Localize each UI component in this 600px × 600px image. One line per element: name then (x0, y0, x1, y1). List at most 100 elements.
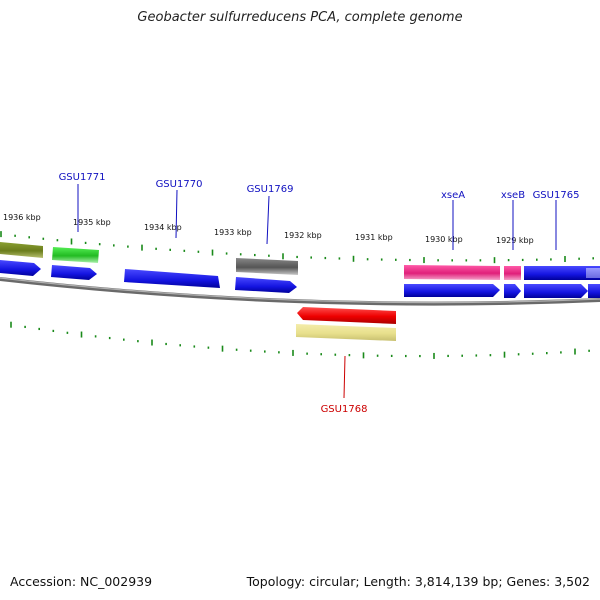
ruler-minor-tick (536, 258, 538, 261)
accession-label: Accession: NC_002939 (10, 574, 153, 589)
ruler-minor-tick (390, 354, 393, 358)
ruler-minor-tick (324, 256, 327, 260)
gene-feature-green[interactable] (52, 247, 99, 263)
ruler-major-tick (70, 238, 73, 245)
ruler-minor-tick (334, 353, 337, 356)
ruler-minor-tick (24, 325, 26, 329)
ruler-minor-tick (235, 348, 238, 351)
ruler-minor-tick (193, 345, 196, 348)
ruler-major-tick (433, 352, 435, 359)
ruler-minor-tick (179, 344, 181, 347)
ruler-minor-tick (165, 342, 167, 346)
ruler-major-tick (493, 257, 496, 264)
ruler-minor-tick (405, 354, 407, 358)
ruler-minor-tick (507, 259, 510, 262)
ruler-minor-tick (268, 254, 270, 257)
ruler-minor-tick (42, 237, 45, 240)
ruler-minor-tick (546, 352, 548, 355)
tick-label-1932: 1932 kbp (284, 231, 322, 240)
cds-arrow-4[interactable] (235, 277, 297, 293)
ruler-minor-tick (588, 349, 590, 352)
ruler-minor-tick (338, 257, 341, 260)
ruler-minor-tick (239, 253, 242, 256)
ruler-minor-tick (475, 354, 478, 357)
gene-label-gsu1765[interactable]: GSU1765 (533, 190, 580, 201)
ruler-minor-tick (207, 346, 210, 349)
gene-feature-lavender[interactable] (586, 268, 600, 278)
ruler-minor-tick (264, 350, 266, 353)
ruler-minor-tick (380, 258, 383, 261)
upper-coordinate-ruler (0, 231, 594, 264)
ruler-major-tick (503, 351, 506, 358)
ruler-minor-tick (98, 243, 101, 246)
ruler-minor-tick (306, 352, 308, 355)
ruler-minor-tick (66, 331, 69, 334)
cds-arrow-reverse-red[interactable] (297, 307, 396, 324)
gene-label-xseb[interactable]: xseB (501, 190, 525, 201)
cds-arrow-1[interactable] (0, 260, 41, 276)
ruler-minor-tick (94, 335, 97, 338)
gene-label-gsu1770[interactable]: GSU1770 (156, 179, 203, 190)
cds-track-reverse (296, 307, 396, 341)
gene-labels: GSU1771 GSU1770 GSU1769 xseA xseB GSU176… (59, 172, 580, 415)
ruler-minor-tick (517, 353, 520, 356)
gene-feature-magenta-xseb[interactable] (504, 266, 521, 280)
gene-feature-track-upper (0, 242, 600, 280)
cds-arrow-2[interactable] (51, 265, 97, 280)
tick-label-1933: 1933 kbp (214, 228, 252, 237)
tick-label-1934: 1934 kbp (144, 223, 182, 232)
gene-feature-gray[interactable] (236, 258, 298, 275)
gene-feature-magenta-xsea[interactable] (404, 265, 500, 280)
ruler-minor-tick (578, 257, 580, 260)
ruler-minor-tick (127, 245, 129, 248)
ruler-minor-tick (28, 236, 30, 239)
cds-arrow-7[interactable] (524, 284, 588, 298)
genome-summary: Topology: circular; Length: 3,814,139 bp… (246, 574, 590, 589)
tick-label-1935: 1935 kbp (73, 218, 111, 227)
ruler-minor-tick (437, 259, 439, 262)
genome-backbone (0, 277, 600, 306)
ruler-minor-tick (84, 241, 87, 245)
gene-label-gsu1769[interactable]: GSU1769 (247, 184, 294, 195)
ruler-minor-tick (465, 259, 468, 262)
cds-arrow-6[interactable] (504, 284, 521, 298)
ruler-minor-tick (197, 250, 200, 253)
ruler-minor-tick (376, 354, 379, 357)
gene-feature-blue-gsu1765-top[interactable] (524, 266, 600, 280)
genome-title: Geobacter sulfurreducens PCA, complete g… (137, 10, 463, 25)
tick-label-1929: 1929 kbp (496, 236, 534, 245)
ruler-minor-tick (183, 249, 186, 252)
cds-arrow-5[interactable] (404, 284, 500, 297)
ruler-minor-tick (108, 336, 111, 340)
ruler-major-tick (0, 231, 2, 238)
ruler-minor-tick (52, 329, 55, 333)
cds-arrow-3[interactable] (124, 269, 220, 288)
ruler-major-tick (564, 256, 566, 263)
gene-label-gsu1771[interactable]: GSU1771 (59, 172, 106, 183)
gene-label-xsea[interactable]: xseA (441, 190, 465, 201)
gene-feature-olive[interactable] (0, 242, 43, 258)
ruler-major-tick (574, 348, 576, 355)
ruler-minor-tick (531, 352, 534, 355)
gene-feature-khaki[interactable] (296, 324, 396, 341)
ruler-minor-tick (38, 327, 40, 331)
ruler-minor-tick (395, 258, 397, 261)
gene-label-gsu1768[interactable]: GSU1768 (321, 404, 368, 415)
tick-label-1931: 1931 kbp (355, 233, 393, 242)
ruler-major-tick (211, 249, 214, 256)
ruler-minor-tick (123, 338, 125, 341)
ruler-minor-tick (592, 257, 594, 260)
tick-label-1930: 1930 kbp (425, 235, 463, 244)
ruler-minor-tick (479, 259, 482, 262)
cds-arrow-8[interactable] (588, 284, 600, 298)
ruler-minor-tick (169, 248, 171, 251)
lower-coordinate-ruler (10, 321, 590, 359)
ruler-major-tick (352, 255, 355, 262)
ruler-minor-tick (521, 258, 524, 262)
ruler-minor-tick (278, 351, 280, 354)
ruler-minor-tick (409, 258, 411, 262)
tick-label-1936: 1936 kbp (3, 213, 41, 222)
ruler-minor-tick (14, 234, 16, 237)
ruler-minor-tick (56, 239, 59, 242)
